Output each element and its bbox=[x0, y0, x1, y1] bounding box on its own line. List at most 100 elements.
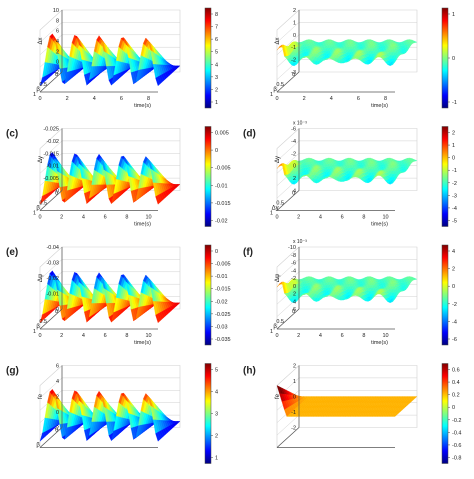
colorbar-tick-label: 1 bbox=[452, 143, 455, 149]
y-axis-label: β bbox=[273, 87, 277, 93]
x-tick-label: 0 bbox=[275, 215, 278, 221]
colorbar-tick-label: 0 bbox=[215, 148, 218, 154]
z-tick-label: -0.02 bbox=[46, 139, 59, 145]
colorbar-tick-label: 0 bbox=[452, 156, 455, 162]
y-tick-label: 0.5 bbox=[39, 82, 47, 88]
colorbar-tick-label: -0.005 bbox=[215, 166, 231, 172]
colorbar-tick-label: -1 bbox=[452, 100, 457, 106]
colorbar bbox=[205, 245, 211, 345]
colorbar-tick-label: -0.02 bbox=[215, 299, 228, 305]
colorbar-tick-label: 4 bbox=[215, 62, 218, 68]
colorbar-tick-label: 1 bbox=[215, 100, 218, 106]
panel-label: (h) bbox=[243, 366, 256, 377]
x-tick-label: 8 bbox=[125, 333, 128, 339]
colorbar-tick-label: 6 bbox=[215, 37, 218, 43]
panel-label: (e) bbox=[6, 247, 18, 258]
colorbar-tick-label: 3 bbox=[215, 412, 218, 418]
colorbar bbox=[442, 245, 448, 345]
z-tick-label: 2 bbox=[293, 8, 296, 14]
y-tick-label: 0 bbox=[55, 191, 58, 197]
colorbar-tick-label: 7 bbox=[215, 25, 218, 31]
colorbar-tick-label: -6 bbox=[452, 337, 457, 343]
x-tick-label: 2 bbox=[297, 215, 300, 221]
colorbar-tick-label: 5 bbox=[215, 50, 218, 56]
x-tick-label: 0 bbox=[275, 333, 278, 339]
z-axis-label: fe bbox=[275, 393, 281, 399]
x-tick-label: 0 bbox=[38, 333, 41, 339]
z-tick-label: -0.04 bbox=[46, 245, 59, 251]
colorbar bbox=[205, 127, 211, 227]
x-tick-label: 2 bbox=[60, 215, 63, 221]
z-tick-label: -1 bbox=[291, 410, 296, 416]
z-tick-label: 6 bbox=[56, 364, 59, 370]
exponent-label: x 10⁻³ bbox=[293, 239, 307, 245]
z-tick-label: 8 bbox=[56, 18, 59, 24]
z-tick-label: 2 bbox=[293, 364, 296, 370]
colorbar-tick-label: 5 bbox=[215, 368, 218, 374]
z-tick-label: 1 bbox=[293, 379, 296, 385]
panel-label: (g) bbox=[6, 366, 19, 377]
z-tick-label: -2 bbox=[291, 276, 296, 282]
x-tick-label: 6 bbox=[120, 96, 123, 102]
x-tick-label: 2 bbox=[303, 96, 306, 102]
x-tick-label: 10 bbox=[145, 333, 151, 339]
colorbar-tick-label: 0 bbox=[215, 249, 218, 255]
colorbar-tick-label: 0.4 bbox=[452, 380, 460, 386]
z-tick-label: -0.01 bbox=[46, 164, 59, 170]
x-tick-label: 10 bbox=[382, 215, 388, 221]
colorbar bbox=[442, 8, 448, 108]
colorbar-tick-label: 0.6 bbox=[452, 368, 460, 374]
z-tick-label: 10 bbox=[53, 8, 59, 14]
colorbar bbox=[205, 364, 211, 464]
z-tick-label: 2 bbox=[293, 292, 296, 298]
z-tick-label: 4 bbox=[56, 39, 59, 45]
colorbar-tick-label: 1 bbox=[215, 456, 218, 462]
x-tick-label: 4 bbox=[82, 215, 85, 221]
z-tick-label: 6 bbox=[56, 29, 59, 35]
colorbar bbox=[442, 127, 448, 227]
z-tick-label: -0.015 bbox=[43, 151, 59, 157]
colorbar-tick-label: -0.035 bbox=[215, 337, 231, 343]
colorbar bbox=[442, 364, 448, 464]
x-tick-label: 4 bbox=[319, 333, 322, 339]
y-tick-label: 0.5 bbox=[39, 319, 47, 325]
colorbar-tick-label: -1 bbox=[452, 168, 457, 174]
z-tick-label: -2 bbox=[291, 426, 296, 432]
y-axis-label: β bbox=[36, 324, 40, 330]
z-axis-label: Δψ bbox=[275, 274, 281, 282]
z-tick-label: -6 bbox=[291, 261, 296, 267]
colorbar-tick-label: 2 bbox=[215, 434, 218, 440]
z-tick-label: -0.01 bbox=[46, 292, 59, 298]
colorbar-tick-label: -0.025 bbox=[215, 312, 231, 318]
z-axis-label: Δy bbox=[38, 156, 44, 163]
x-axis-label: time(s) bbox=[134, 103, 151, 109]
z-tick-label: 4 bbox=[293, 299, 296, 305]
z-tick-label: 0 bbox=[293, 284, 296, 290]
colorbar-tick-label: 1 bbox=[452, 12, 455, 18]
z-tick-label: -2 bbox=[291, 58, 296, 64]
z-tick-label: -2 bbox=[291, 151, 296, 157]
x-tick-label: 6 bbox=[341, 333, 344, 339]
y-tick-label: 0 bbox=[55, 72, 58, 78]
colorbar-tick-label: -4 bbox=[452, 206, 457, 212]
colorbar-tick-label: -0.015 bbox=[215, 287, 231, 293]
z-axis-label: Δx bbox=[275, 37, 281, 44]
z-tick-label: 2 bbox=[56, 395, 59, 401]
colorbar-tick-label: -0.015 bbox=[215, 201, 231, 207]
z-tick-label: -0.005 bbox=[43, 176, 59, 182]
y-axis-label: β bbox=[273, 324, 277, 330]
y-axis-label: β bbox=[36, 87, 40, 93]
x-tick-label: 6 bbox=[341, 215, 344, 221]
colorbar bbox=[205, 8, 211, 108]
x-tick-label: 2 bbox=[60, 333, 63, 339]
x-tick-label: 6 bbox=[357, 96, 360, 102]
x-axis-label: time(s) bbox=[134, 340, 151, 346]
colorbar-tick-label: 2 bbox=[452, 131, 455, 137]
z-tick-label: -10 bbox=[288, 245, 296, 251]
colorbar-tick-label: 2 bbox=[452, 267, 455, 273]
x-tick-label: 2 bbox=[297, 333, 300, 339]
colorbar-tick-label: -0.005 bbox=[215, 262, 231, 268]
y-tick-label: 0 bbox=[292, 309, 295, 315]
